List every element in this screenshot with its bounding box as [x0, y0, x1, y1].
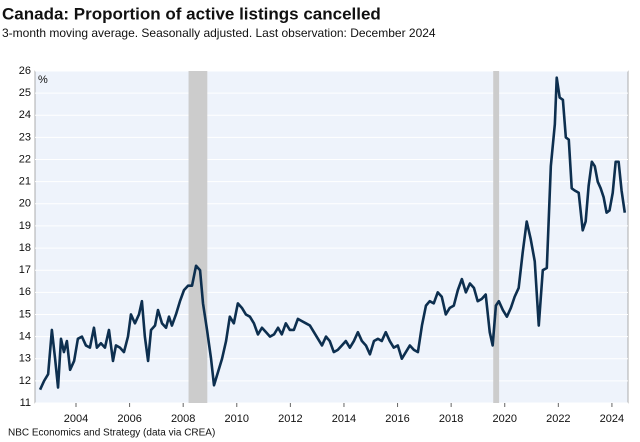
y-tick-label: 18 — [19, 242, 31, 254]
y-tick-label: 16 — [19, 286, 31, 298]
y-tick-label: 13 — [19, 353, 31, 365]
x-tick-label: 2008 — [171, 413, 195, 425]
chart-title: Canada: Proportion of active listings ca… — [2, 4, 381, 23]
data-line — [38, 76, 627, 391]
x-tick-label: 2018 — [439, 413, 463, 425]
source: NBC Economics and Strategy (data via CRE… — [8, 428, 215, 439]
y-tick-label: 22 — [19, 153, 31, 165]
chart-subtitle: 3-month moving average. Seasonally adjus… — [2, 26, 436, 40]
y-tick-label: 24 — [19, 109, 31, 121]
x-tick-label: 2014 — [332, 413, 356, 425]
x-tick-label: 2024 — [600, 413, 624, 425]
y-tick-label: 25 — [19, 87, 31, 99]
recession-band — [188, 71, 208, 403]
x-tick-label: 2004 — [64, 413, 88, 425]
y-tick-label: 12 — [19, 375, 31, 387]
y-unit: % — [38, 74, 48, 86]
y-tick-label: 21 — [19, 176, 31, 188]
y-tick-label: 23 — [19, 131, 31, 143]
y-tick-label: 15 — [19, 308, 31, 320]
x-tick-label: 2006 — [117, 413, 141, 425]
x-tick-label: 2020 — [492, 413, 516, 425]
y-tick-label: 19 — [19, 220, 31, 232]
recession-band — [493, 71, 500, 403]
y-tick-label: 17 — [19, 264, 31, 276]
x-tick-label: 2022 — [546, 413, 570, 425]
y-tick-label: 20 — [19, 198, 31, 210]
x-tick-label: 2016 — [385, 413, 409, 425]
y-tick-label: 26 — [19, 65, 31, 77]
x-tick-label: 2012 — [278, 413, 302, 425]
y-tick-label: 14 — [19, 331, 31, 343]
x-tick-label: 2010 — [225, 413, 249, 425]
y-tick-label: 11 — [20, 397, 31, 409]
